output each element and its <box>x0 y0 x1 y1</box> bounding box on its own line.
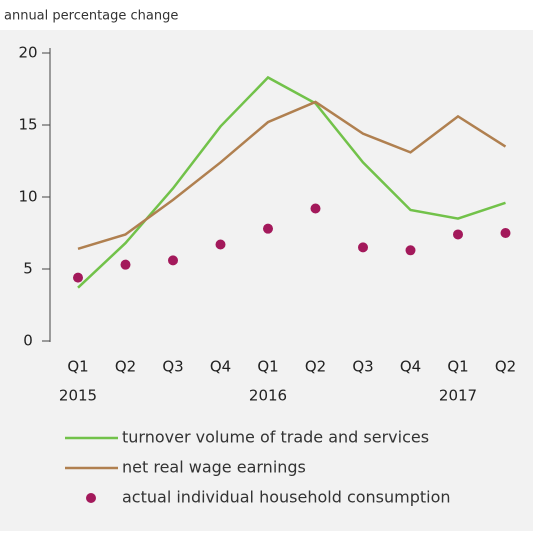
series-dot <box>500 228 511 238</box>
series-dot <box>215 239 226 250</box>
x-tick-label: Q2 <box>305 358 326 376</box>
x-tick-label: Q1 <box>257 358 278 376</box>
series-dot <box>120 259 131 270</box>
x-tick-label: Q3 <box>162 358 183 376</box>
y-tick-label: 5 <box>23 260 33 278</box>
x-tick-label: Q2 <box>495 358 516 376</box>
series-dot <box>168 255 178 266</box>
panel <box>0 30 533 531</box>
legend-label: net real wage earnings <box>122 458 306 477</box>
x-year-label: 2017 <box>439 387 477 405</box>
series-line <box>77 100 507 251</box>
x-tick-label: Q1 <box>67 358 88 376</box>
legend-label: turnover volume of trade and services <box>122 428 429 447</box>
series-dot <box>310 203 321 214</box>
y-tick-label: 0 <box>23 332 33 350</box>
series-dot <box>73 272 83 283</box>
legend-label: actual individual household consumption <box>122 488 451 507</box>
series-dot <box>453 229 463 240</box>
x-year-label: 2015 <box>59 387 97 405</box>
chart-subtitle: annual percentage change <box>4 9 178 24</box>
y-tick-label: 10 <box>18 188 37 206</box>
x-tick-label: Q1 <box>447 358 468 376</box>
x-tick-label: Q3 <box>352 358 373 376</box>
series-dot <box>263 223 273 234</box>
x-year-label: 2016 <box>249 387 287 405</box>
x-tick-label: Q4 <box>210 358 231 376</box>
y-tick-label: 20 <box>18 44 37 62</box>
series-dot <box>358 242 368 253</box>
y-tick-label: 15 <box>18 116 37 134</box>
legend-swatch <box>86 493 96 503</box>
series-dot <box>405 245 416 256</box>
x-tick-label: Q4 <box>400 358 421 376</box>
x-tick-label: Q2 <box>115 358 136 376</box>
